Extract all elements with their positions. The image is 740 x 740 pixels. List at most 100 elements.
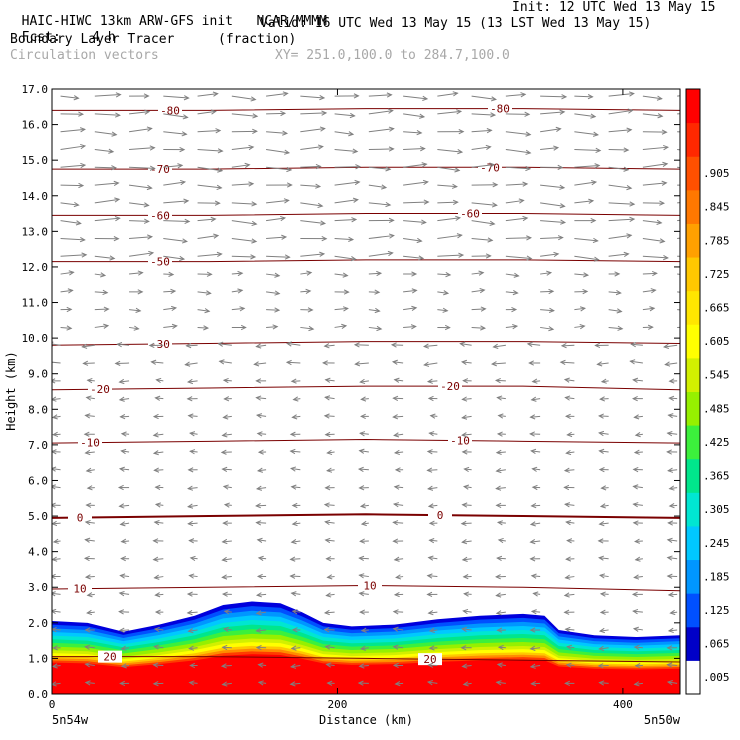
vector-arrow [258,469,267,472]
colorbar-label: .725 [703,268,730,281]
vector-arrowhead [223,502,230,508]
vector-arrowhead [189,431,196,437]
vector-arrow [129,184,152,189]
vector-arrow [608,253,629,257]
vector-arrowhead [210,109,217,115]
vector-arrowhead [148,342,155,348]
vector-arrowhead [629,201,636,207]
vector-arrowhead [423,361,430,367]
vector-arrowhead [186,378,194,385]
vector-arrowhead [222,377,229,384]
vector-arrowhead [634,662,641,669]
vector-arrowhead [252,113,259,119]
vector-arrowhead [290,591,297,597]
vector-arrowhead [255,343,262,349]
vector-arrowhead [323,609,330,616]
vector-arrowhead [632,626,639,632]
vector-arrowhead [79,127,86,133]
vector-arrow [531,504,541,507]
vector-arrowhead [146,184,153,191]
vector-arrow [505,273,519,277]
vector-arrowhead [290,645,297,651]
vector-arrow [292,522,301,525]
vector-arrow [530,522,541,525]
vector-arrow [599,450,609,453]
vector-arrow [633,503,643,506]
vector-arrowhead [559,203,566,209]
vector-arrowhead [66,325,73,331]
vector-arrowhead [634,538,640,544]
colorbar-swatch [686,122,700,157]
vector-arrowhead [146,126,153,132]
vector-arrowhead [598,413,604,419]
vector-arrow [52,485,61,489]
vector-arrow [291,380,301,382]
vector-arrow [119,592,130,595]
vector-arrowhead [84,519,91,526]
vector-arrow [403,147,425,150]
vector-arrowhead [354,179,361,186]
vector-arrow [429,629,438,632]
vector-arrowhead [324,485,331,491]
vector-arrowhead [321,110,328,116]
vector-arrowhead [323,413,330,419]
y-tick-label: 9.0 [28,368,48,381]
vector-arrowhead [395,574,402,580]
vector-arrow [668,593,678,596]
vector-arrowhead [81,252,88,258]
vector-arrow [119,380,130,383]
vector-arrowhead [256,537,263,543]
vector-arrowhead [579,324,586,330]
vector-arrowhead [666,662,673,668]
vector-arrowhead [427,395,434,402]
vector-arrow [334,307,348,311]
vector-arrow [505,183,528,186]
vector-arrow [94,325,109,328]
vector-arrow [393,646,404,649]
vector-arrowhead [656,219,663,225]
vector-arrow [437,184,457,188]
vector-arrowhead [354,361,361,367]
vector-arrowhead [454,167,461,173]
vector-arrow [256,504,267,507]
colorbar-swatch [686,626,700,661]
vector-arrow [324,504,335,506]
vector-label: Circulation vectors [10,48,159,63]
x-left-endpoint: 5n54w [52,713,89,727]
vector-arrowhead [323,343,330,349]
vector-arrowhead [274,272,281,278]
vector-arrowhead [359,503,366,509]
vector-arrowhead [168,271,175,277]
vector-arrowhead [283,198,290,204]
contour-label: -20 [90,383,110,396]
vector-arrow [266,149,290,154]
vector-arrowhead [177,163,184,169]
vector-arrow [334,199,358,204]
contour-label: 10 [73,583,86,596]
vector-arrowhead [385,166,392,172]
vector-arrow [359,468,369,471]
vector-arrowhead [487,237,494,243]
vector-arrowhead [218,359,225,365]
vector-arrowhead [667,591,674,598]
vector-arrow [642,255,668,259]
vector-arrowhead [531,484,538,491]
vector-arrow [560,361,575,364]
vector-arrowhead [422,95,429,101]
vector-arrow [197,326,208,329]
vector-arrowhead [530,396,537,402]
vector-arrow [497,663,506,667]
vector-arrow [630,360,643,364]
vector-arrowhead [668,378,675,384]
vector-arrowhead [86,609,93,616]
vector-arrow [82,344,95,348]
vector-arrow [334,149,358,152]
vector-arrow [540,253,559,257]
vector-arrow [497,396,506,400]
vector-arrowhead [461,502,468,508]
vector-arrowhead [222,520,229,526]
vector-arrowhead [374,307,381,314]
vector-arrow [197,110,216,115]
vector-arrowhead [666,645,673,651]
